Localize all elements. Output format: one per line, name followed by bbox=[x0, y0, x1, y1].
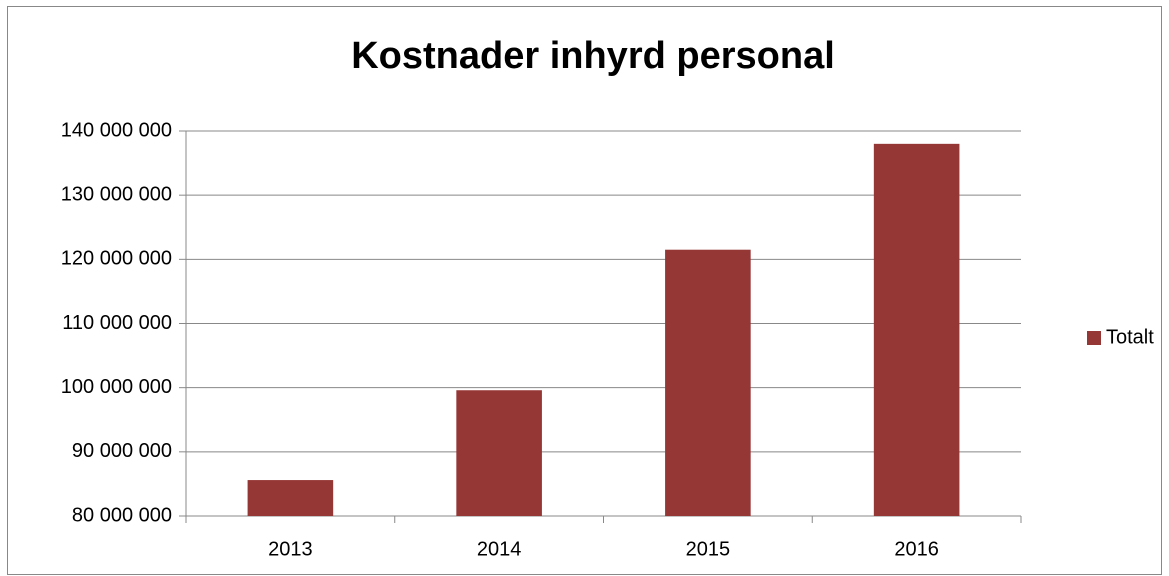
bar bbox=[456, 390, 542, 516]
x-tick-label: 2013 bbox=[268, 538, 313, 560]
bar bbox=[873, 143, 960, 517]
y-tick-label: 120 000 000 bbox=[61, 248, 172, 270]
y-tick-label: 90 000 000 bbox=[72, 440, 172, 462]
y-tick-label: 80 000 000 bbox=[72, 504, 172, 526]
chart-title: Kostnader inhyrd personal bbox=[351, 35, 835, 77]
bar bbox=[247, 480, 334, 516]
x-tick-label: 2016 bbox=[894, 538, 939, 560]
y-tick-label: 130 000 000 bbox=[61, 183, 172, 205]
bar bbox=[665, 249, 751, 517]
legend-label: Totalt bbox=[1106, 326, 1154, 348]
x-tick-label: 2014 bbox=[477, 538, 522, 560]
y-tick-label: 110 000 000 bbox=[62, 312, 172, 334]
x-tick-label: 2015 bbox=[686, 538, 731, 560]
y-tick-label: 100 000 000 bbox=[61, 376, 172, 398]
y-tick-label: 140 000 000 bbox=[61, 119, 172, 141]
legend-swatch bbox=[1087, 331, 1101, 345]
chart-border bbox=[7, 6, 1162, 575]
